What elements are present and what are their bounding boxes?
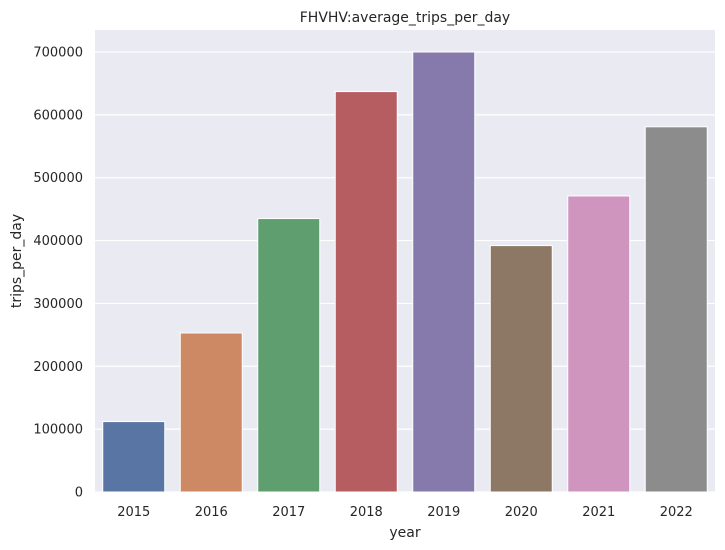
x-tick-label: 2019 bbox=[427, 505, 460, 520]
y-tick-label: 600000 bbox=[33, 108, 83, 123]
y-tick-label: 400000 bbox=[33, 234, 83, 249]
bars bbox=[102, 51, 708, 493]
bar-2020 bbox=[489, 245, 553, 493]
y-tick-label: 700000 bbox=[33, 46, 83, 61]
y-tick-label: 500000 bbox=[33, 171, 83, 186]
bar-2018 bbox=[334, 91, 398, 493]
y-axis-label: trips_per_day bbox=[9, 214, 25, 308]
x-tick-label: 2018 bbox=[350, 505, 383, 520]
y-tick-label: 300000 bbox=[33, 297, 83, 312]
bar-2015 bbox=[102, 421, 166, 493]
bar-2022 bbox=[644, 126, 708, 493]
y-tick-label: 200000 bbox=[33, 360, 83, 375]
chart-title: FHVHV:average_trips_per_day bbox=[300, 10, 510, 26]
x-tick-labels: 2015 2016 2017 2018 2019 2020 2021 2022 bbox=[117, 505, 693, 520]
y-tick-label: 100000 bbox=[33, 423, 83, 438]
x-tick-label: 2015 bbox=[117, 505, 150, 520]
x-tick-label: 2022 bbox=[660, 505, 693, 520]
bar-2017 bbox=[257, 218, 321, 493]
y-tick-labels: 0 100000 200000 300000 400000 500000 600000 700… bbox=[33, 46, 83, 501]
x-tick-label: 2017 bbox=[272, 505, 305, 520]
y-tick-label: 0 bbox=[75, 486, 83, 501]
bar-2016 bbox=[179, 332, 243, 493]
bar-2019 bbox=[412, 51, 476, 493]
bar-2021 bbox=[567, 195, 631, 493]
x-tick-label: 2020 bbox=[505, 505, 538, 520]
x-axis-label: year bbox=[389, 525, 420, 541]
x-tick-label: 2021 bbox=[582, 505, 615, 520]
x-tick-label: 2016 bbox=[195, 505, 228, 520]
